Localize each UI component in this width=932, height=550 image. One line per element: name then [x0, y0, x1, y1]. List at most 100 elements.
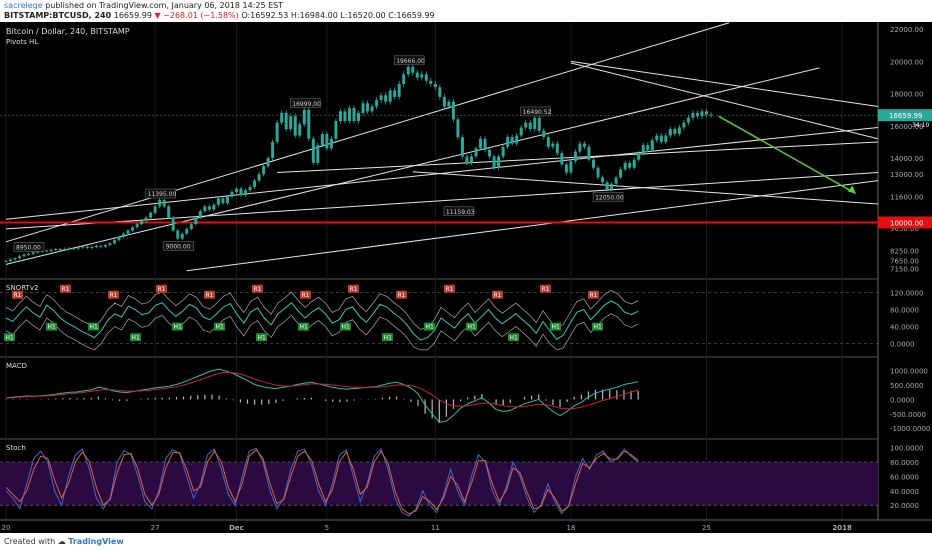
snort-low-label: H1	[48, 324, 57, 331]
stoch-k-line	[5, 447, 639, 517]
pivot-label-box	[520, 106, 552, 117]
pivot-label-box	[443, 206, 475, 217]
candle-body	[325, 133, 329, 149]
candle-body	[537, 117, 541, 131]
candle-body	[632, 159, 636, 168]
y-tick-label: 20000.00	[890, 58, 923, 66]
candle-body	[216, 198, 220, 205]
candle-body	[442, 96, 446, 107]
candle-body	[709, 114, 713, 116]
candle-body	[108, 243, 112, 246]
y-tick-label: 80.0000	[890, 459, 919, 467]
y-tick-label: 500.0000	[890, 382, 923, 390]
y-tick-label: 120.0000	[890, 290, 923, 298]
y-tick-label: 14000.00	[890, 155, 923, 163]
candle-body	[9, 259, 13, 262]
candle-body	[637, 153, 641, 160]
change-value: −268.01 (−1.58%)	[163, 11, 239, 20]
y-tick-label: 40.0000	[890, 488, 919, 496]
y-tick-label: 0.0000	[890, 396, 915, 404]
y-tick-label: 22000.00	[890, 26, 923, 34]
candle-body	[94, 245, 98, 247]
stoch-d-line	[5, 449, 639, 515]
candle-body	[320, 133, 324, 146]
candle-body	[234, 188, 238, 192]
tradingview-brand[interactable]: TradingView	[68, 537, 124, 546]
pane-background	[0, 358, 878, 438]
snort-high-label: R1	[110, 292, 118, 299]
candle-body	[180, 233, 184, 239]
candle-body	[316, 145, 320, 163]
candle-body	[388, 90, 392, 102]
y-tick-label: 13000.00	[890, 171, 923, 179]
candle-body	[189, 224, 193, 229]
candle-body	[76, 247, 80, 249]
candle-body	[176, 230, 180, 239]
candle-body	[668, 129, 672, 136]
candle-body	[357, 112, 361, 122]
candle-body	[140, 220, 144, 225]
snort-low-marker	[592, 322, 603, 331]
candle-body	[569, 161, 573, 173]
snort-high-label: R1	[206, 292, 214, 299]
y-tick-label: -1000.0000	[890, 425, 930, 433]
snort-high-label: R1	[14, 292, 22, 299]
x-tick-label: 27	[151, 524, 160, 532]
price-label-bg	[878, 109, 932, 122]
candle-body	[510, 137, 514, 144]
stoch-title: Stoch	[6, 444, 26, 452]
candle-body	[244, 190, 248, 196]
created-with-text: Created with	[4, 537, 56, 546]
snort-title: SNORTv2	[6, 284, 38, 292]
candle-body	[551, 143, 555, 147]
candle-body	[695, 112, 699, 117]
snort-low-label: H1	[342, 324, 351, 331]
x-tick-label: 2018	[832, 524, 852, 532]
candle-body	[212, 204, 216, 210]
snort-low-marker	[88, 322, 99, 331]
candle-body	[397, 83, 401, 97]
y-tick-label: 11600.00	[890, 194, 923, 202]
candle-body	[307, 109, 311, 139]
candle-body	[497, 156, 501, 168]
candle-body	[673, 129, 677, 134]
y-tick-label: 9650.00	[890, 225, 919, 233]
candle-body	[167, 206, 171, 218]
pivot-label-box	[290, 98, 321, 109]
candle-body	[533, 117, 537, 130]
candle-body	[429, 80, 433, 84]
candle-body	[126, 230, 130, 234]
pivot-label-box	[13, 242, 45, 252]
pivot-label-box	[592, 192, 624, 202]
snort-low-label: H1	[594, 324, 603, 331]
candle-body	[171, 217, 175, 231]
snort-high-label: R1	[254, 286, 262, 293]
candle-body	[248, 187, 252, 191]
y-tick-label: 7650.00	[890, 257, 919, 265]
candle-body	[302, 109, 306, 125]
price-title: Bitcoin / Dollar, 240, BITSTAMP	[6, 27, 130, 36]
candle-body	[479, 138, 483, 149]
snort-low-marker	[256, 333, 267, 342]
snort-high-label: R1	[446, 286, 454, 293]
forecast-arrow	[718, 115, 857, 195]
candle-body	[415, 72, 419, 78]
snort-high-marker	[396, 290, 407, 299]
candle-body	[379, 95, 383, 101]
snort-high-marker	[108, 290, 119, 299]
candle-body	[185, 228, 189, 234]
candle-body	[338, 111, 342, 122]
snort-low-marker	[130, 333, 141, 342]
author-link[interactable]: sacrelege	[4, 1, 43, 10]
snort-high-marker	[492, 290, 503, 299]
tradingview-logo-icon: ☁	[57, 537, 66, 546]
candle-body	[438, 87, 442, 97]
candle-body	[456, 119, 460, 138]
candle-body	[352, 108, 356, 122]
candle-body	[704, 111, 708, 115]
chart-canvas[interactable]: Bitcoin / Dollar, 240, BITSTAMP Pivots HL…	[0, 22, 932, 533]
candle-body	[483, 138, 487, 150]
candle-body	[650, 140, 654, 150]
pivot-label: 8950.00	[16, 244, 41, 251]
candle-body	[628, 162, 632, 168]
